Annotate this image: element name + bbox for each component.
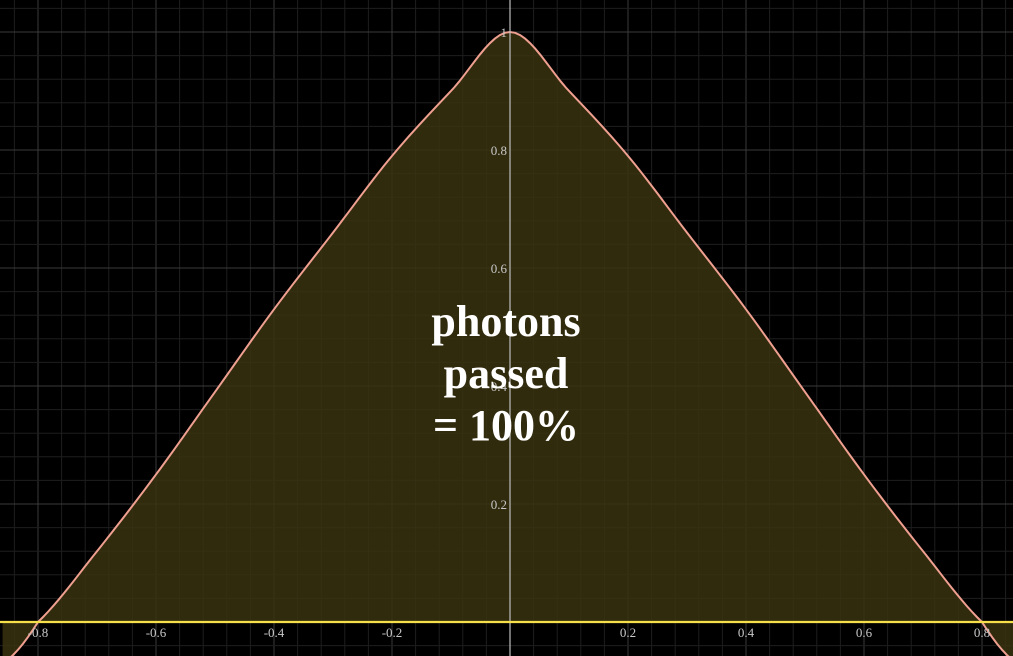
y-tick-label: 0.2 [491, 497, 507, 512]
x-tick-label: 0.8 [974, 625, 990, 640]
y-tick-label: 0.8 [491, 143, 507, 158]
y-tick-label: 1 [501, 25, 508, 40]
annotation-line: photons [431, 297, 580, 346]
area-fill [2, 32, 1013, 656]
x-tick-label: -0.4 [264, 625, 285, 640]
x-tick-label: -0.8 [28, 625, 49, 640]
tick-labels: -0.8 -0.6 -0.4 -0.2 0.2 0.4 0.6 0.8 0.2 0.4 0.6 0.8… [28, 25, 990, 640]
x-tick-label: 0.6 [856, 625, 873, 640]
x-tick-label: 0.2 [620, 625, 636, 640]
y-tick-label: 0.4 [491, 379, 508, 394]
annotation-line: passed [444, 349, 569, 398]
x-tick-label: -0.6 [146, 625, 167, 640]
annotation-line: = 100% [433, 401, 579, 450]
x-tick-label: -0.2 [382, 625, 403, 640]
y-tick-label: 0.6 [491, 261, 508, 276]
x-tick-label: 0.4 [738, 625, 755, 640]
